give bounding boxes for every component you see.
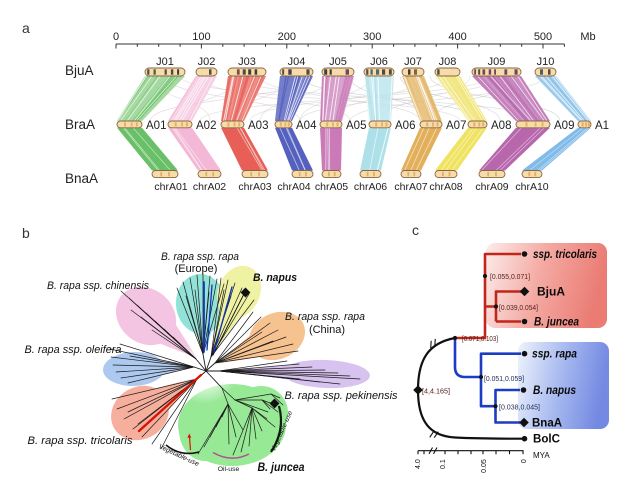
- svg-text:J03: J03: [238, 56, 256, 68]
- svg-text:BjuA: BjuA: [65, 63, 94, 78]
- svg-text:(Europe): (Europe): [175, 263, 218, 275]
- svg-text:A05: A05: [346, 120, 366, 132]
- svg-text:BraA: BraA: [65, 117, 95, 132]
- svg-text:J07: J07: [404, 56, 422, 68]
- svg-text:BnaA: BnaA: [65, 171, 98, 186]
- svg-text:Mb: Mb: [580, 31, 595, 43]
- svg-text:J01: J01: [156, 56, 174, 68]
- svg-text:chrA07: chrA07: [394, 181, 427, 193]
- svg-text:chrA03: chrA03: [238, 181, 271, 193]
- svg-text:A09: A09: [554, 120, 574, 132]
- svg-text:J09: J09: [488, 56, 506, 68]
- svg-text:B. napus: B. napus: [533, 385, 576, 397]
- svg-text:B. napus: B. napus: [253, 272, 297, 284]
- svg-text:b: b: [22, 225, 30, 241]
- svg-text:(China): (China): [309, 324, 345, 336]
- svg-text:B. rapa ssp. rapa: B. rapa ssp. rapa: [161, 251, 239, 263]
- svg-text:chrA08: chrA08: [429, 181, 462, 193]
- svg-text:[0.071,0.103]: [0.071,0.103]: [462, 336, 498, 343]
- svg-text:J08: J08: [439, 56, 457, 68]
- svg-text:BolC: BolC: [533, 434, 560, 446]
- svg-text:chrA10: chrA10: [515, 181, 548, 193]
- svg-text:0.1: 0.1: [440, 459, 447, 469]
- svg-text:chrA06: chrA06: [354, 181, 387, 193]
- svg-text:B. juncea: B. juncea: [534, 317, 580, 329]
- svg-text:A07: A07: [446, 120, 466, 132]
- svg-text:J02: J02: [198, 56, 216, 68]
- svg-text:B. rapa ssp. oleifera: B. rapa ssp. oleifera: [25, 344, 122, 356]
- svg-text:B. rapa ssp. rapa: B. rapa ssp. rapa: [285, 311, 365, 323]
- svg-text:A04: A04: [296, 120, 317, 132]
- svg-text:0: 0: [521, 459, 528, 463]
- svg-text:chrA01: chrA01: [154, 181, 187, 193]
- svg-text:a: a: [22, 20, 30, 36]
- svg-text:B. rapa ssp. chinensis: B. rapa ssp. chinensis: [47, 280, 149, 292]
- svg-text:[0.055,0.071]: [0.055,0.071]: [490, 274, 530, 281]
- svg-text:A02: A02: [196, 120, 216, 132]
- svg-text:chrA09: chrA09: [475, 181, 508, 193]
- svg-text:0.05: 0.05: [481, 459, 488, 473]
- svg-text:ssp. tricolaris: ssp. tricolaris: [533, 249, 597, 261]
- svg-text:BjuA: BjuA: [537, 287, 565, 299]
- svg-text:chrA04: chrA04: [277, 181, 310, 193]
- svg-text:A03: A03: [248, 120, 268, 132]
- svg-text:4.0: 4.0: [415, 459, 422, 469]
- svg-text:J05: J05: [329, 56, 347, 68]
- svg-text:[4,4.165]: [4,4.165]: [422, 389, 450, 396]
- svg-text:[0.039,0.054]: [0.039,0.054]: [499, 305, 538, 312]
- svg-text:500: 500: [534, 31, 552, 43]
- svg-text:chrA02: chrA02: [193, 181, 226, 193]
- svg-text:A08: A08: [491, 120, 511, 132]
- svg-text:[0.038,0.045]: [0.038,0.045]: [499, 405, 540, 412]
- svg-text:ssp. rapa: ssp. rapa: [532, 349, 578, 361]
- svg-text:BnaA: BnaA: [532, 418, 562, 430]
- svg-text:J06: J06: [370, 56, 388, 68]
- svg-text:0: 0: [113, 31, 119, 43]
- svg-text:chrA05: chrA05: [315, 181, 348, 193]
- svg-text:J04: J04: [288, 56, 306, 68]
- svg-text:A1: A1: [595, 120, 609, 132]
- svg-text:MYA: MYA: [533, 451, 550, 460]
- svg-text:B. rapa ssp. pekinensis: B. rapa ssp. pekinensis: [285, 390, 398, 402]
- svg-text:B. rapa ssp. tricolaris: B. rapa ssp. tricolaris: [28, 435, 134, 447]
- svg-text:B. juncea: B. juncea: [258, 462, 306, 474]
- svg-text:[0.051,0.059]: [0.051,0.059]: [484, 376, 524, 383]
- svg-text:A06: A06: [395, 120, 415, 132]
- svg-text:100: 100: [192, 31, 210, 43]
- svg-text:200: 200: [278, 31, 296, 43]
- svg-text:400: 400: [448, 31, 466, 43]
- svg-text:300: 300: [363, 31, 381, 43]
- svg-text:J10: J10: [537, 56, 555, 68]
- svg-text:A01: A01: [146, 120, 166, 132]
- svg-text:Oil-use: Oil-use: [218, 466, 240, 473]
- svg-text:c: c: [412, 222, 419, 238]
